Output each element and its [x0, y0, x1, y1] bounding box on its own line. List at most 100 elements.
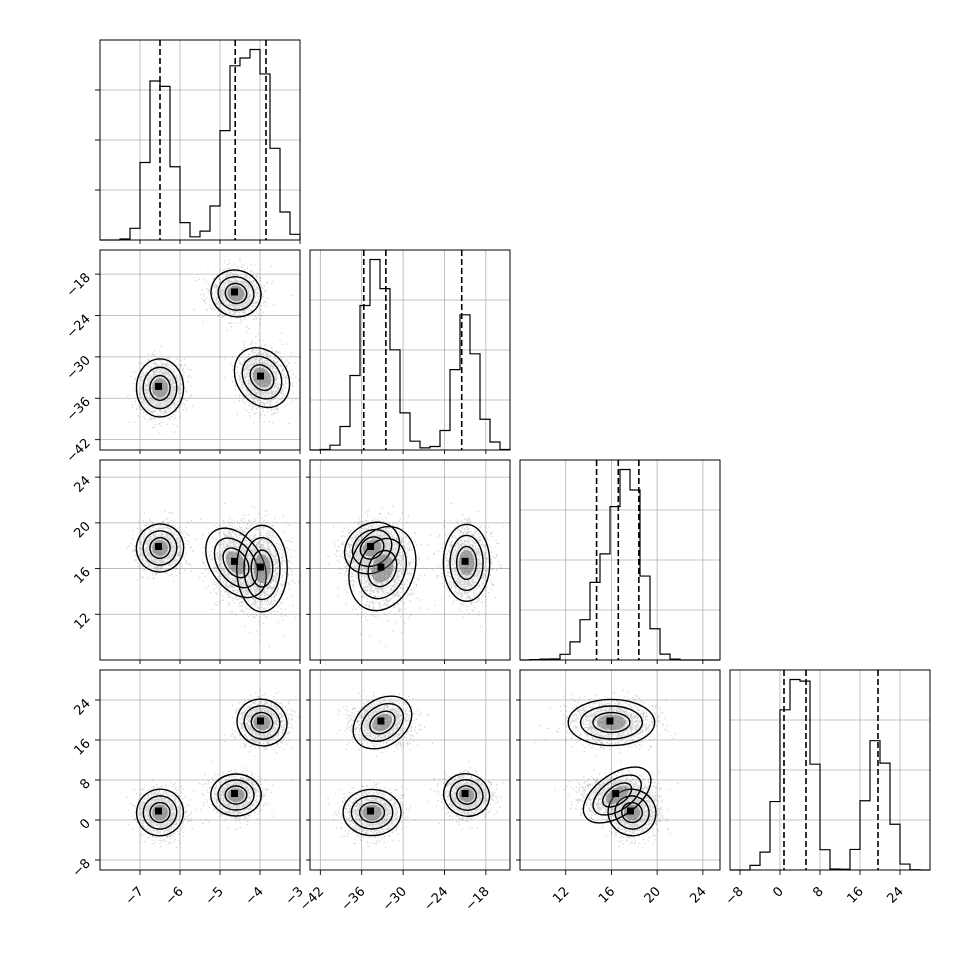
contour-level-1 [135, 788, 185, 837]
y-tick-label: 12 [72, 611, 94, 633]
scatter-frame-3-4 [519, 669, 721, 871]
y-tick-label: −24 [64, 312, 94, 342]
contour-level-2 [213, 537, 259, 589]
contour-level-2 [360, 703, 405, 742]
scatter-points [126, 258, 300, 434]
contour-level-3 [224, 785, 248, 805]
x-tick-label: 16 [596, 884, 618, 906]
scatter-panel-1-2 [100, 250, 300, 450]
scatter-points [327, 689, 504, 849]
histogram-param-4 [730, 678, 930, 871]
panel-grid [100, 670, 300, 870]
scatter-points [126, 689, 300, 849]
y-tick-label: 16 [72, 565, 94, 587]
contour-level-3 [367, 549, 398, 588]
x-tick-label: −18 [463, 884, 493, 914]
density-peak [257, 563, 264, 571]
density-peak [155, 807, 162, 815]
contour-level-3 [369, 710, 396, 735]
scatter-frame-1-2 [99, 249, 301, 451]
panel-grid [100, 250, 300, 450]
contour-level-3 [455, 545, 478, 581]
x-tick-label: 16 [845, 884, 867, 906]
histogram-panel-2 [309, 249, 511, 451]
scatter-frame-2-4 [309, 669, 511, 871]
density-peak [257, 717, 264, 725]
contour-level-2 [243, 705, 281, 740]
histogram-param-1 [100, 48, 301, 241]
x-tick-label: 20 [642, 884, 664, 906]
contour-level-3 [224, 282, 248, 305]
contour-level-2 [357, 537, 407, 600]
y-tick-label: 8 [77, 776, 93, 792]
contour-level-1 [348, 525, 417, 612]
x-tick-label: −7 [123, 884, 147, 908]
y-tick-label: −36 [64, 394, 94, 424]
histogram-param-3 [520, 468, 720, 661]
contour-level-1 [210, 269, 262, 318]
contour-level-1 [343, 521, 401, 575]
scatter-panel-1-4 [100, 670, 300, 870]
contour-level-2 [243, 537, 281, 601]
contour-level-1 [342, 788, 402, 837]
hist-grid [520, 460, 720, 660]
panel-grid [100, 460, 300, 660]
histogram-param-2 [310, 258, 511, 451]
density-peak [155, 543, 162, 550]
x-tick-label: 24 [687, 884, 709, 906]
contour-level-2 [449, 779, 484, 811]
y-tick-label: −8 [70, 856, 94, 880]
y-tick-label: 20 [72, 519, 94, 541]
x-tick-label: 12 [550, 884, 572, 906]
contour-level-1 [205, 527, 267, 599]
x-tick-label: −8 [723, 884, 747, 908]
y-tick-label: −18 [64, 270, 94, 300]
y-tick-label: 24 [72, 696, 94, 718]
panel-grid [310, 670, 510, 870]
scatter-panel-1-3 [100, 460, 300, 660]
x-tick-label: 8 [810, 884, 826, 900]
panel-grid [310, 460, 510, 660]
x-tick-label: −24 [421, 884, 451, 914]
y-tick-label: −30 [64, 353, 94, 383]
hist-grid [310, 250, 510, 450]
x-tick-label: 24 [885, 884, 907, 906]
y-tick-label: 0 [77, 816, 93, 832]
x-tick-label: −42 [297, 884, 327, 914]
contour-level-3 [358, 801, 386, 824]
contour-level-1 [582, 766, 652, 824]
scatter-frame-1-4 [99, 669, 301, 871]
contour-level-1 [442, 523, 491, 602]
density-peak [367, 807, 375, 815]
density-peak [461, 790, 469, 797]
contour-level-2 [351, 528, 393, 568]
density-peak [612, 790, 620, 797]
density-peak [257, 372, 264, 380]
contour-level-3 [592, 711, 631, 734]
contour-level-1 [135, 523, 185, 573]
contour-level-2 [217, 276, 255, 311]
x-tick-label: −36 [339, 884, 369, 914]
contour-level-1 [135, 358, 185, 418]
contour-level-3 [149, 374, 171, 402]
contour-level-1 [567, 698, 656, 747]
contour-level-3 [149, 801, 171, 824]
density-peak [461, 557, 469, 565]
contour-level-2 [350, 795, 394, 830]
contour-level-2 [142, 530, 178, 566]
scatter-panel-2-4 [310, 670, 510, 870]
density-peak [606, 717, 614, 725]
scatter-frame-1-3 [99, 459, 301, 661]
contour-level-2 [579, 705, 643, 740]
x-tick-label: −6 [163, 884, 187, 908]
x-tick-label: −30 [380, 884, 410, 914]
contour-level-2 [142, 366, 178, 410]
histogram-panel-4 [729, 669, 931, 871]
y-tick-label: 16 [72, 736, 94, 758]
contour-level-1 [210, 773, 262, 817]
scatter-panel-3-4 [520, 670, 720, 870]
y-tick-label: 24 [72, 473, 94, 495]
x-tick-label: 0 [770, 884, 786, 900]
contour-level-1 [233, 347, 291, 409]
